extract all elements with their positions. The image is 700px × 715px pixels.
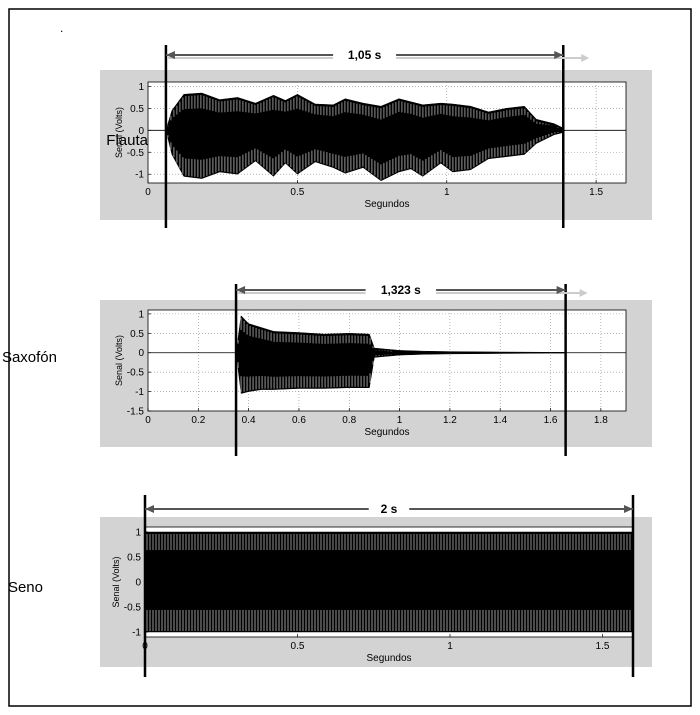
duration-arrow-head-left (145, 505, 154, 513)
corner-mark: . (60, 21, 63, 35)
duration-arrow-head-right (554, 51, 564, 59)
y-axis-label: Senal (Volts) (114, 335, 124, 386)
y-axis-label: Senal (Volts) (114, 107, 124, 158)
charts: 0 0.5 1 1.5 1 0.5 0 -0.5 -1 Segundos Senal (Volts)… (2, 45, 652, 677)
duration-label: 1,323 s (381, 283, 421, 297)
y-tick-label: -1 (135, 170, 144, 181)
x-axis-label: Segundos (366, 653, 411, 664)
y-tick-label: -0.5 (127, 148, 145, 159)
chart-0: 0 0.5 1 1.5 1 0.5 0 -0.5 -1 Segundos Senal (Volts)… (100, 45, 652, 228)
duration-arrow-head-right (556, 286, 566, 294)
y-tick-label: -0.5 (127, 368, 145, 379)
y-tick-label: 0.5 (130, 329, 144, 340)
x-tick-label: 0 (145, 415, 151, 426)
x-tick-label: 1.6 (544, 415, 558, 426)
x-axis-label: Segundos (364, 427, 409, 438)
y-tick-label: 1 (135, 528, 141, 539)
y-tick-label: 0.5 (130, 104, 144, 115)
chart-1: 0 0.2 0.4 0.6 0.8 1 1.2 1.4 1.6 1.8 1 0.5 0 -0.5 -1 -1.… (2, 281, 652, 456)
row-label: Saxofón (2, 349, 57, 366)
y-tick-label: -0.5 (124, 603, 142, 614)
y-axis-label: Senal (Volts) (111, 556, 121, 607)
plot-area (147, 309, 627, 412)
y-tick-label: -1 (132, 628, 141, 639)
duration-label-background (365, 281, 437, 297)
waveform-texture (167, 95, 559, 180)
duration-arrow-shadow-head (579, 289, 588, 297)
y-tick-label: 0 (138, 126, 144, 137)
x-tick-label: 1 (397, 415, 403, 426)
x-tick-label: 1.8 (594, 415, 608, 426)
duration-label-background (368, 500, 410, 516)
y-tick-label: 0.5 (127, 553, 141, 564)
duration-arrow-head-left (236, 286, 246, 294)
y-tick-label: 0 (135, 578, 141, 589)
x-tick-label: 1.5 (589, 187, 603, 198)
x-tick-label: 1.2 (443, 415, 457, 426)
x-tick-label: 0.6 (292, 415, 306, 426)
duration-label: 2 s (381, 502, 398, 516)
y-tick-label: -1 (135, 387, 144, 398)
x-tick-label: 1.5 (596, 641, 610, 652)
x-tick-label: 0.2 (191, 415, 205, 426)
waveform-texture (146, 534, 631, 631)
row-label: Flauta (106, 132, 148, 149)
x-tick-label: 0.5 (291, 641, 305, 652)
duration-arrow-shadow-head (581, 54, 590, 62)
row-label: Seno (8, 579, 43, 596)
x-tick-label: 1 (444, 187, 450, 198)
y-tick-label: 0 (138, 348, 144, 359)
x-tick-label: 0.5 (290, 187, 304, 198)
x-tick-label: 0.8 (342, 415, 356, 426)
y-tick-label: 1 (138, 82, 144, 93)
duration-arrow-head-left (165, 51, 175, 59)
waveform-texture (237, 318, 392, 393)
x-axis-label: Segundos (364, 199, 409, 210)
x-tick-label: 0.4 (242, 415, 256, 426)
y-tick-label: 1 (138, 309, 144, 320)
duration-arrow-head-right (624, 505, 633, 513)
duration-label: 1,05 s (348, 48, 382, 62)
x-tick-label: 1.4 (493, 415, 507, 426)
duration-label-background (333, 46, 397, 62)
y-tick-label: -1.5 (127, 407, 145, 418)
x-tick-label: 1 (447, 641, 453, 652)
x-tick-label: 0 (145, 187, 151, 198)
